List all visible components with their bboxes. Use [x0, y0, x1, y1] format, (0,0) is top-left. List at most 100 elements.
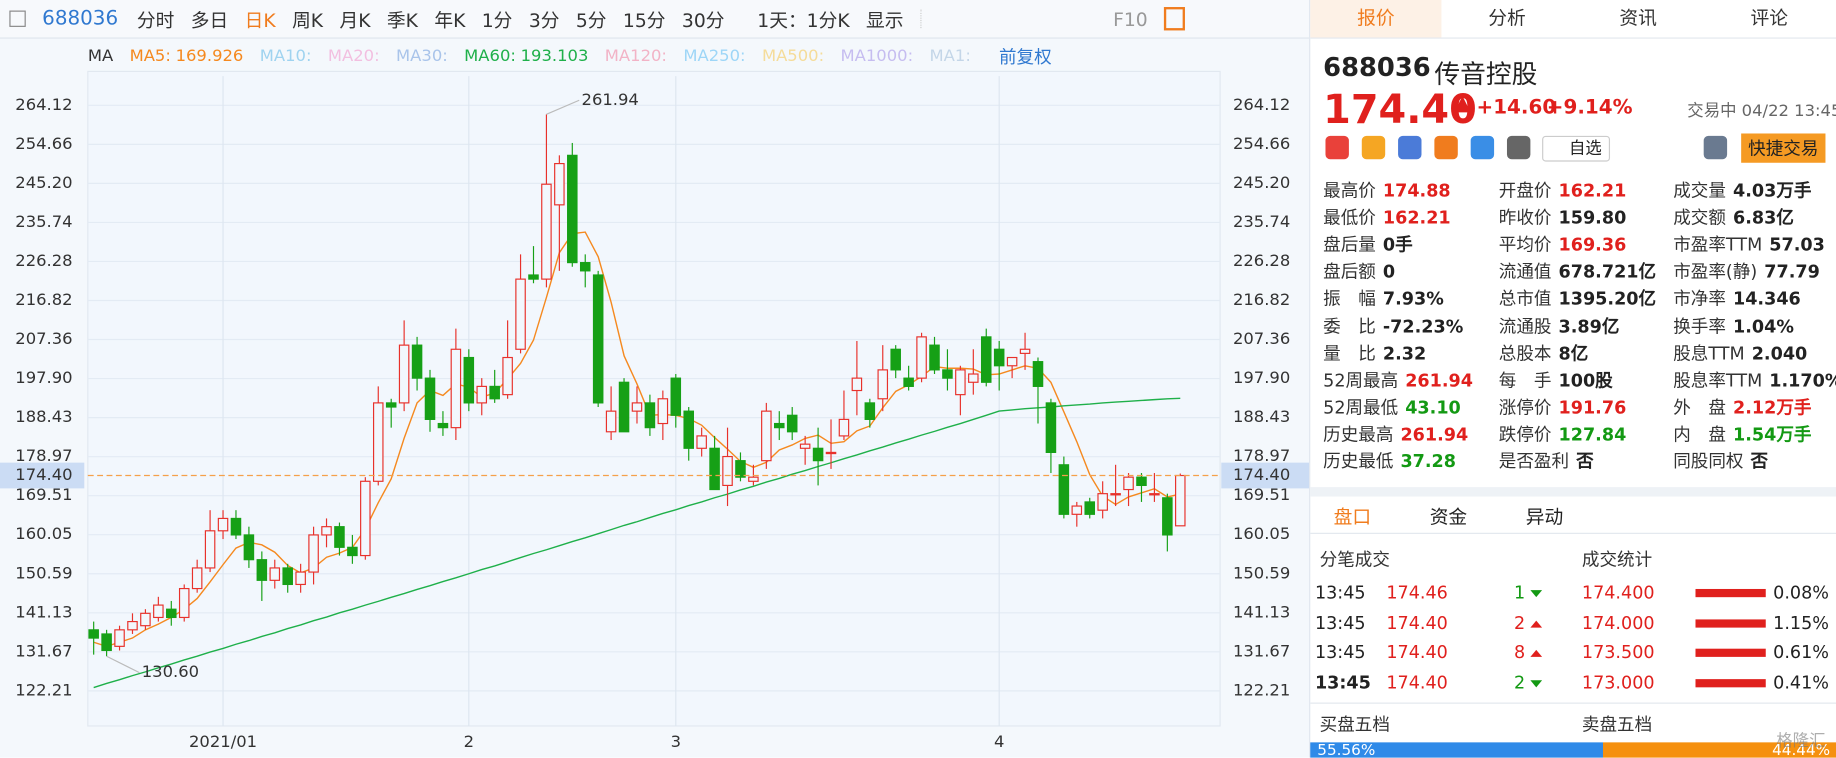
ma-inactive[interactable]: MA1: — [929, 46, 971, 66]
ma-inactive[interactable]: MA1000: — [840, 46, 914, 66]
sub-tab[interactable]: 异动 — [1525, 505, 1564, 529]
quote-value: 1.54万手 — [1732, 423, 1812, 445]
quote-label: 最高价 — [1323, 180, 1376, 202]
period-tab[interactable]: 日K — [244, 9, 276, 32]
quote-row: 外 盘 2.12万手 — [1673, 394, 1811, 419]
ma-inactive[interactable]: MA500: — [761, 46, 825, 66]
display-menu[interactable]: 显示 — [866, 9, 904, 32]
quote-row: 流通值 678.721亿 — [1499, 259, 1656, 284]
candle-body — [709, 447, 720, 491]
x-tick-label: 4 — [994, 732, 1004, 751]
quote-value: 1.170% — [1769, 369, 1836, 391]
quote-value: 100股 — [1558, 369, 1613, 391]
feature-icon[interactable] — [1434, 135, 1458, 160]
sell-bar: 44.44% — [1603, 742, 1836, 758]
candle-body — [282, 567, 293, 586]
panel-tab[interactable]: 资讯 — [1619, 7, 1657, 30]
quote-value: 678.721亿 — [1558, 261, 1657, 283]
y-tick-label-right: 131.67 — [1233, 641, 1290, 660]
stat-price: 173.000 — [1581, 672, 1655, 694]
candle-body — [243, 534, 255, 561]
candle-body — [114, 629, 125, 647]
candle-body — [153, 604, 164, 619]
period-tab[interactable]: 3分 — [528, 9, 560, 32]
feature-icon[interactable] — [1325, 135, 1349, 160]
period-tab[interactable]: 5分 — [575, 9, 607, 32]
panel-tab[interactable]: 报价 — [1310, 0, 1442, 38]
ma-inactive[interactable]: MA10: — [259, 46, 312, 66]
period-tab[interactable]: 多日 — [190, 9, 229, 32]
trade-button[interactable]: 快捷交易 — [1741, 133, 1826, 163]
sub-tab[interactable]: 盘口 — [1333, 505, 1372, 529]
quote-label: 量 比 — [1323, 342, 1376, 364]
ma-title[interactable]: MA — [87, 46, 114, 66]
interval-select[interactable]: 1天：1分K — [757, 9, 850, 32]
quote-value: 0手 — [1382, 234, 1413, 256]
stat-bar — [1695, 679, 1766, 688]
ma-name: MA60: — [464, 46, 516, 66]
period-tab[interactable]: 30分 — [681, 9, 725, 32]
candle-body — [980, 336, 992, 383]
feature-icon[interactable] — [1361, 135, 1386, 160]
period-tab[interactable]: 月K — [339, 9, 371, 32]
panel-tab[interactable]: 评论 — [1750, 7, 1788, 30]
ma-inactive[interactable]: MA20: — [327, 46, 380, 66]
layout-icon — [1164, 7, 1186, 31]
quote-row: 跌停价 127.84 — [1499, 421, 1627, 446]
quote-row: 开盘价 162.21 — [1499, 178, 1627, 203]
watch-button[interactable]: 自选 — [1542, 135, 1611, 162]
period-tab[interactable]: 1分 — [481, 9, 513, 32]
candle-body — [554, 162, 565, 206]
quote-value: 261.94 — [1400, 423, 1469, 445]
period-tab[interactable]: 15分 — [622, 9, 666, 32]
y-tick-label: 235.74 — [15, 212, 72, 231]
candle-body — [799, 443, 811, 449]
trade-time: 13:45 — [1314, 672, 1371, 694]
candle-body — [140, 612, 151, 627]
quote-row: 总股本 8亿 — [1499, 340, 1589, 365]
stat-price: 174.400 — [1581, 581, 1655, 604]
candle-body — [890, 348, 901, 371]
f10-button[interactable]: F10 — [1113, 7, 1148, 30]
period-tab[interactable]: 季K — [386, 9, 418, 32]
quote-value: 169.36 — [1558, 234, 1627, 256]
ma-inactive[interactable]: MA30: — [396, 46, 448, 66]
period-tab[interactable]: 分时 — [136, 9, 175, 32]
quote-label: 成交量 — [1673, 180, 1726, 202]
feature-icon[interactable] — [1470, 135, 1495, 160]
stat-pct: 0.61% — [1773, 642, 1829, 664]
alert-icon[interactable] — [1703, 135, 1728, 160]
quote-label: 盘后额 — [1323, 261, 1376, 283]
quote-label: 股息TTM — [1673, 342, 1745, 364]
quote-label: 市盈率TTM — [1673, 234, 1763, 256]
period-tab[interactable]: 年K — [434, 9, 466, 32]
adjust-button[interactable]: 前复权 — [998, 46, 1052, 68]
sell-title: 卖盘五档 — [1581, 714, 1653, 736]
feature-icon[interactable] — [1506, 135, 1531, 160]
candle-body — [1175, 474, 1186, 527]
ma-inactive[interactable]: MA120: — [604, 46, 667, 66]
annotation-leader — [106, 655, 140, 674]
candle-body — [411, 344, 423, 379]
price: 174.40 — [1323, 86, 1477, 134]
quote-value: 6.83亿 — [1732, 207, 1794, 229]
candle-body — [334, 526, 345, 548]
y-tick-label: 207.36 — [15, 329, 72, 348]
panel-tab[interactable]: 分析 — [1488, 7, 1526, 30]
candle-body — [541, 183, 552, 280]
quote-row: 振 幅 7.93% — [1323, 286, 1444, 311]
price-tag-bg — [0, 462, 85, 489]
quote-value: 否 — [1750, 450, 1769, 472]
candle-body — [463, 356, 475, 404]
feature-icon[interactable] — [1398, 135, 1422, 160]
current-price-label-right: 174.40 — [1233, 465, 1290, 484]
period-tab[interactable]: 周K — [292, 9, 324, 32]
quote-label: 历史最低 — [1323, 450, 1394, 472]
sub-tab[interactable]: 资金 — [1429, 505, 1468, 529]
sell-pct: 44.44% — [1772, 742, 1831, 758]
ma-inactive[interactable]: MA250: — [683, 46, 746, 66]
quote-label: 同股同权 — [1673, 450, 1744, 472]
y-tick-label-right: 150.59 — [1233, 563, 1290, 582]
quote-value: 0 — [1382, 261, 1396, 283]
candle-body — [877, 369, 889, 400]
